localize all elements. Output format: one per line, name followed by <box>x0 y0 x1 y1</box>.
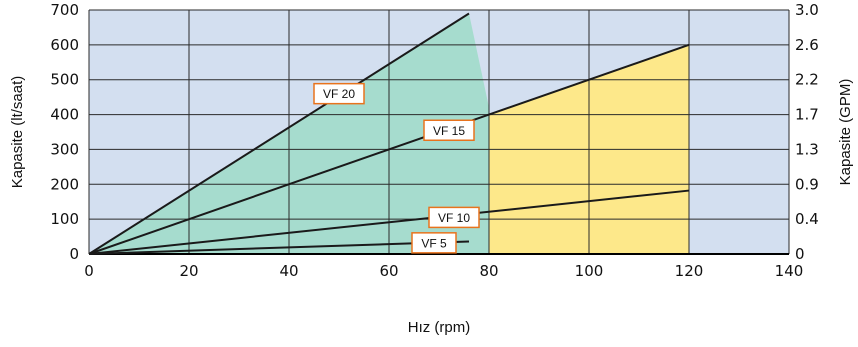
series-label-box <box>313 82 365 105</box>
series-label: VF 20 <box>323 87 355 101</box>
y-tick-label: 500 <box>50 71 79 89</box>
series-line-vf-5 <box>88 240 470 255</box>
y2-tick-label: 0 <box>795 245 805 263</box>
series-line-vf-20 <box>88 12 470 255</box>
y2-tick-label: 2.6 <box>795 36 819 54</box>
x-tick-label: 100 <box>575 262 604 280</box>
y2-tick-label: 3.0 <box>795 1 819 19</box>
series-label: VF 5 <box>421 236 447 250</box>
y-tick-label: 0 <box>69 245 79 263</box>
y2-axis-title: Kapasite (GPM) <box>837 79 854 186</box>
y-tick-label: 700 <box>50 1 79 19</box>
x-tick-label: 20 <box>179 262 198 280</box>
y-tick-label: 400 <box>50 106 79 124</box>
y-tick-label: 100 <box>50 210 79 228</box>
x-tick-label: 0 <box>84 262 94 280</box>
y2-tick-label: 0.9 <box>795 175 819 193</box>
x-axis-title: Hız (rpm) <box>408 319 471 336</box>
series-label: VF 10 <box>438 211 470 225</box>
y-tick-label: 600 <box>50 36 79 54</box>
series-line-vf-15 <box>88 43 690 255</box>
y2-tick-label: 1.3 <box>795 140 819 158</box>
y2-tick-label: 1.7 <box>795 106 819 124</box>
series-label-box <box>423 119 475 142</box>
series-label: VF 15 <box>433 124 465 138</box>
x-tick-label: 80 <box>479 262 498 280</box>
x-tick-label: 120 <box>675 262 704 280</box>
x-tick-label: 140 <box>775 262 804 280</box>
y-tick-label: 300 <box>50 140 79 158</box>
y-tick-label: 200 <box>50 175 79 193</box>
y2-tick-label: 2.2 <box>795 71 819 89</box>
series-label-box <box>411 232 457 254</box>
y-axis-title: Kapasite (lt/saat) <box>9 76 26 189</box>
x-tick-label: 60 <box>379 262 398 280</box>
x-tick-label: 40 <box>279 262 298 280</box>
series-line-vf-10 <box>88 189 690 255</box>
series-label-box <box>428 206 480 229</box>
y2-tick-label: 0.4 <box>795 210 819 228</box>
